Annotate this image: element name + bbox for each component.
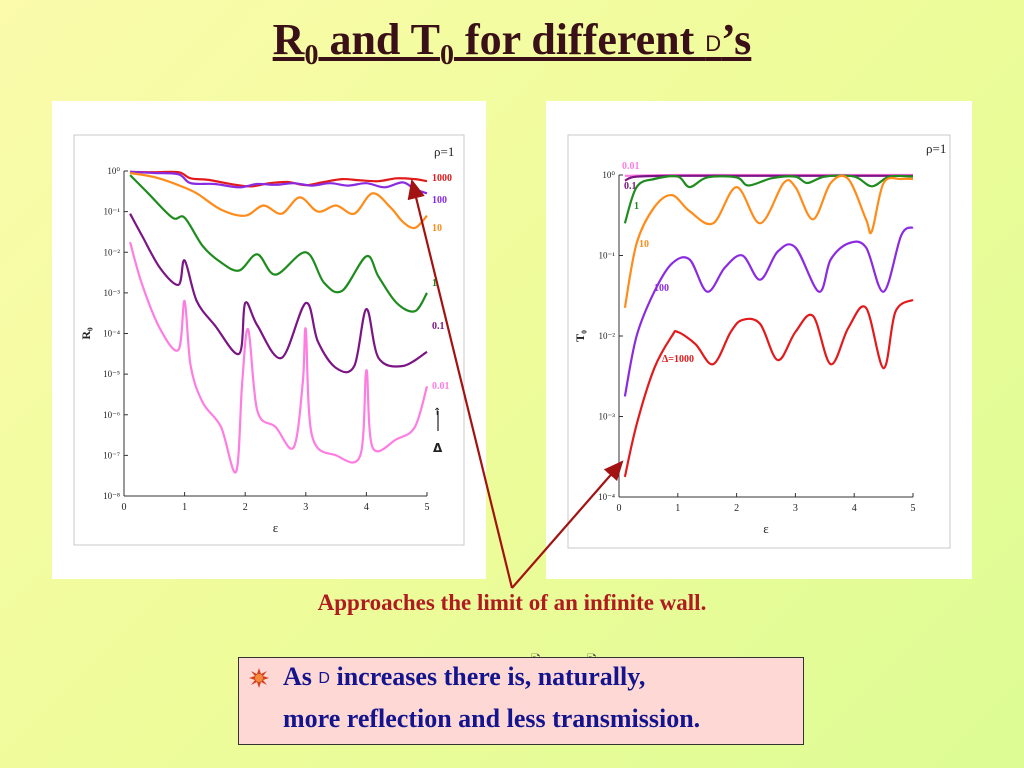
title-for: for different (453, 15, 706, 64)
y-tick-label: 10⁰ (107, 166, 120, 176)
title-subscript-1: 0 (439, 39, 454, 71)
series-label: 100 (432, 195, 447, 206)
x-tick-label: 3 (793, 503, 798, 514)
x-tick-label: 2 (734, 503, 739, 514)
title-and: and T (318, 15, 440, 64)
series-label: 0.01 (622, 161, 640, 172)
arrow-to-left-chart (407, 178, 514, 589)
x-tick-label: 5 (911, 503, 916, 514)
series-line (623, 298, 914, 478)
rho-annotation: ρ=1 (926, 141, 946, 156)
series-line (129, 171, 428, 230)
x-tick-label: 1 (182, 502, 187, 513)
slide-title: R0 and T0 for different D’s (0, 14, 1024, 72)
bullet-line-2: more reflection and less transmission. (283, 704, 701, 733)
series-label: 100 (654, 283, 669, 294)
title-suffix: ’s (721, 15, 752, 64)
series-line (129, 174, 428, 313)
bullet-delta-symbol: D (318, 670, 330, 687)
y-tick-label: 10⁻⁸ (103, 491, 120, 501)
title-r: R (272, 15, 305, 64)
reflection-chart: 0 1 2 3 4 5 10⁰ 10⁻¹ 10⁻² 10⁻³ 10⁻⁴ 10⁻⁵ 10⁻⁶ 10⁻⁷ 10⁻… (73, 134, 465, 546)
chart-frame (73, 134, 465, 546)
x-tick-label: 3 (303, 502, 308, 513)
bullet-text-as: As (283, 662, 319, 691)
starburst-bullet-icon (249, 668, 269, 688)
series-label: 10 (639, 239, 649, 250)
y-tick-label: 10⁻⁷ (103, 450, 120, 460)
title-delta-symbol: D (705, 31, 722, 56)
conclusion-box: As D increases there is, naturally, more… (238, 657, 804, 745)
series-line (129, 213, 428, 374)
bullet-line-1: As D increases there is, naturally, (283, 662, 645, 692)
x-tick-label: 4 (364, 502, 369, 513)
x-tick-label: 4 (852, 503, 857, 514)
y-tick-label: 10⁰ (602, 170, 615, 180)
transmission-chart-panel: 0 1 2 3 4 5 10⁰ 10⁻¹ 10⁻² 10⁻³ 10⁻⁴ ε T₀ ρ=1 0.01 0.1 1 1… (546, 101, 972, 579)
series-label: 10 (432, 223, 442, 234)
y-tick-label: 10⁻¹ (599, 251, 616, 261)
x-tick-label: 2 (243, 502, 248, 513)
series-line (130, 170, 428, 188)
y-tick-label: 10⁻³ (599, 412, 616, 422)
title-subscript-0: 0 (304, 39, 319, 71)
y-tick-label: 10⁻⁴ (598, 492, 615, 502)
y-tick-label: 10⁻² (599, 331, 616, 341)
y-axis-label: R₀ (79, 327, 93, 340)
series-line (623, 174, 914, 308)
arrow-to-right-chart (511, 460, 624, 589)
y-tick-label: 10⁻⁴ (103, 329, 120, 339)
series-label: 1000 (432, 173, 452, 184)
series-line (623, 226, 914, 397)
chart-frame (567, 134, 951, 549)
bullet-text-increases: increases there is, naturally, (329, 662, 646, 691)
series-label: Δ=1000 (662, 354, 694, 365)
series-label: 0.1 (432, 321, 445, 332)
y-tick-label: 10⁻³ (104, 288, 121, 298)
series-line (129, 241, 429, 474)
series-line (130, 170, 428, 195)
series-line (623, 174, 914, 224)
x-axis-label: ε (763, 521, 769, 536)
transmission-chart: 0 1 2 3 4 5 10⁰ 10⁻¹ 10⁻² 10⁻³ 10⁻⁴ ε T₀ ρ=1 0.01 0.1 1 1… (567, 134, 951, 549)
x-tick-label: 5 (425, 502, 430, 513)
series-label: 0.01 (432, 381, 450, 392)
y-tick-label: 10⁻² (104, 247, 121, 257)
rho-annotation: ρ=1 (434, 144, 454, 159)
x-axis-label: ε (273, 520, 279, 535)
y-tick-label: 10⁻⁵ (103, 369, 120, 379)
series-label: 0.1 (624, 181, 637, 192)
x-tick-label: 1 (675, 503, 680, 514)
delta-annotation: Δ (433, 441, 443, 455)
series-label: 1 (634, 201, 639, 212)
y-tick-label: 10⁻¹ (104, 207, 121, 217)
delta-arrow-head: ↑ (433, 407, 441, 418)
series-label: 1 (432, 278, 437, 289)
caption-infinite-wall: Approaches the limit of an infinite wall… (317, 590, 707, 615)
x-tick-label: 0 (122, 502, 127, 513)
x-tick-label: 0 (617, 503, 622, 514)
y-tick-label: 10⁻⁶ (103, 410, 120, 420)
y-axis-label: T₀ (573, 330, 587, 342)
